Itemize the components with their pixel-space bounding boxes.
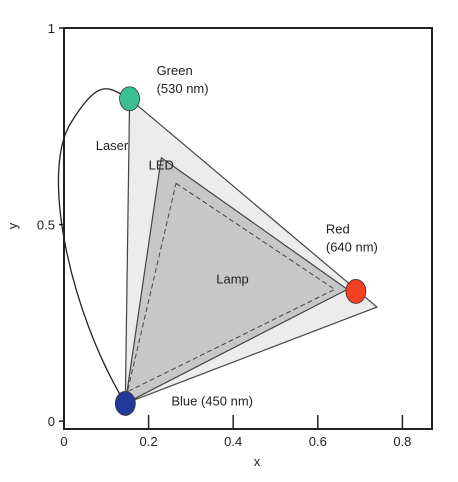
labels-layer: Green (530 nm) Red (640 nm) Blue (450 nm) Las…	[96, 63, 378, 409]
label-lamp: Lamp	[216, 272, 249, 287]
x-axis-ticks: 0 0.2 0.4 0.6 0.8	[60, 415, 411, 449]
label-red: Red	[326, 221, 350, 236]
x-tick-label: 0.8	[393, 434, 411, 449]
y-tick-label: 0	[48, 414, 55, 429]
y-tick-label: 1	[48, 21, 55, 36]
label-blue: Blue (450 nm)	[171, 393, 253, 408]
x-tick-label: 0.6	[309, 434, 327, 449]
x-axis-label: x	[254, 454, 261, 469]
point-red	[345, 279, 367, 304]
gamut-lamp	[126, 182, 336, 393]
label-red-wavelength: (640 nm)	[326, 239, 378, 254]
point-blue	[114, 391, 136, 416]
x-tick-label: 0.4	[224, 434, 242, 449]
y-axis-label: y	[5, 222, 20, 229]
primary-points-layer	[114, 86, 367, 416]
label-green-wavelength: (530 nm)	[157, 81, 209, 96]
x-tick-label: 0	[60, 434, 67, 449]
label-laser: Laser	[96, 138, 129, 153]
x-tick-label: 0.2	[140, 434, 158, 449]
point-green	[119, 86, 140, 112]
y-axis-ticks: 00.51	[37, 21, 64, 429]
spectral-locus-curve	[57, 88, 130, 404]
gamut-layer	[124, 98, 378, 404]
label-led: LED	[149, 158, 174, 173]
y-tick-label: 0.5	[37, 218, 55, 233]
label-green: Green	[157, 63, 193, 78]
gamut-led	[124, 157, 348, 404]
